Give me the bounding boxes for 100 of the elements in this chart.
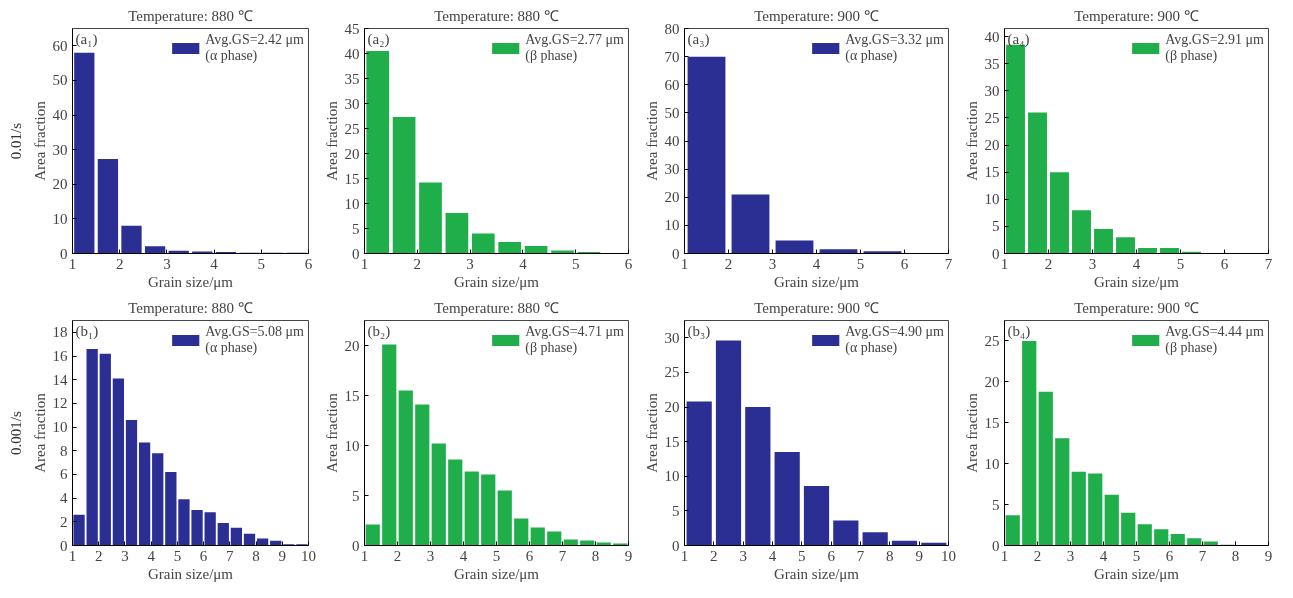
x-tick-label: 10 (301, 547, 316, 564)
y-tick-label: 18 (52, 324, 68, 341)
x-axis-title: Grain size/μm (453, 565, 540, 582)
x-tick-label: 2 (413, 255, 422, 272)
y-tick-label: 20 (344, 337, 360, 354)
y-tick-label: 45 (344, 20, 360, 37)
chart-title: Temperature: 880 ℃ (128, 299, 253, 316)
x-tick-label: 4 (768, 547, 777, 564)
x-tick-label: 6 (1165, 547, 1174, 564)
legend-label: Avg.GS=4.71 μm (β phase) (525, 324, 624, 356)
x-tick-label: 7 (1264, 255, 1273, 272)
chart-title: Temperature: 900 ℃ (1074, 7, 1199, 24)
y-tick-label: 0 (352, 537, 360, 554)
y-axis-title: Area fraction (963, 100, 980, 181)
y-tick-label: 30 (344, 95, 360, 112)
y-tick-label: 0 (352, 245, 360, 262)
y-tick-label: 25 (664, 364, 680, 381)
y-tick-label: 2 (60, 513, 68, 530)
x-tick-label: 6 (525, 547, 534, 564)
y-tick-label: 70 (664, 48, 680, 65)
y-tick-label: 25 (984, 332, 1000, 349)
x-tick-label: 6 (1220, 255, 1229, 272)
x-tick-label: 2 (393, 547, 402, 564)
y-tick-label: 6 (60, 466, 68, 483)
y-tick-label: 30 (664, 329, 680, 346)
y-tick-label: 0 (672, 537, 680, 554)
x-tick-label: 6 (199, 547, 208, 564)
y-axis-title: Area fraction (31, 392, 48, 473)
x-tick-label: 6 (827, 547, 836, 564)
x-tick-label: 5 (492, 547, 501, 564)
x-tick-label: 4 (210, 255, 219, 272)
legend-label: Avg.GS=3.32 μm (α phase) (845, 32, 944, 64)
y-tick-label: 40 (344, 45, 360, 62)
x-tick-label: 8 (1231, 547, 1240, 564)
x-tick-label: 2 (115, 255, 124, 272)
x-tick-label: 1 (68, 547, 77, 564)
y-tick-label: 10 (984, 455, 1000, 472)
y-tick-label: 0 (60, 537, 68, 554)
x-tick-label: 7 (1198, 547, 1207, 564)
y-tick-label: 15 (344, 170, 360, 187)
y-tick-label: 10 (52, 210, 68, 227)
chart-title: Temperature: 900 ℃ (754, 299, 879, 316)
x-tick-label: 7 (944, 255, 953, 272)
annotation: (a₁) (75, 30, 98, 48)
x-tick-label: 5 (571, 255, 580, 272)
x-tick-label: 2 (94, 547, 103, 564)
x-axis-title: Grain size/μm (773, 273, 860, 290)
y-tick-label: 40 (52, 107, 68, 124)
annotation: (a₃) (687, 30, 710, 48)
y-tick-label: 40 (664, 133, 680, 149)
x-tick-label: 1 (1000, 547, 1009, 564)
x-tick-label: 8 (591, 547, 600, 564)
chart-title: Temperature: 900 ℃ (754, 7, 879, 24)
annotation: (a₂) (367, 30, 390, 48)
chart-title: Temperature: 900 ℃ (1074, 299, 1199, 316)
y-tick-label: 5 (352, 220, 360, 237)
x-tick-label: 1 (680, 255, 689, 272)
y-tick-label: 20 (664, 189, 680, 206)
y-tick-label: 16 (52, 348, 68, 365)
x-axis-title: Grain size/μm (773, 565, 860, 582)
y-tick-label: 10 (344, 195, 360, 212)
chart-title: Temperature: 880 ℃ (128, 7, 253, 24)
y-axis-title: Area fraction (643, 100, 660, 181)
x-tick-label: 4 (519, 255, 528, 272)
y-tick-label: 5 (352, 487, 360, 504)
x-tick-label: 6 (304, 255, 313, 272)
x-tick-label: 5 (856, 255, 865, 272)
x-tick-label: 4 (1099, 547, 1108, 564)
legend-label: Avg.GS=2.42 μm (α phase) (205, 32, 304, 64)
y-tick-label: 15 (984, 414, 1000, 431)
legend-label: Avg.GS=2.77 μm (β phase) (525, 32, 624, 64)
y-tick-label: 14 (52, 371, 68, 388)
y-tick-label: 5 (992, 496, 1000, 513)
x-tick-label: 5 (173, 547, 182, 564)
x-tick-label: 7 (558, 547, 567, 564)
y-tick-label: 80 (664, 20, 680, 37)
x-tick-label: 4 (147, 547, 156, 564)
x-tick-label: 9 (278, 547, 287, 564)
legend-label: Avg.GS=4.90 μm (α phase) (845, 324, 944, 356)
x-axis-title: Grain size/μm (147, 565, 234, 582)
x-tick-label: 9 (624, 547, 633, 564)
y-tick-label: 10 (52, 419, 68, 436)
y-axis-title: Area fraction (963, 392, 980, 473)
y-tick-label: 50 (52, 72, 68, 89)
x-axis-title: Grain size/μm (453, 273, 540, 290)
x-tick-label: 5 (257, 255, 266, 272)
x-axis-title: Grain size/μm (147, 273, 234, 290)
x-tick-label: 5 (798, 547, 806, 564)
x-tick-label: 7 (226, 547, 235, 564)
y-tick-label: 5 (992, 218, 1000, 235)
y-tick-label: 20 (664, 399, 680, 416)
x-tick-label: 5 (1132, 547, 1141, 564)
x-tick-label: 2 (724, 255, 733, 272)
legend-label: Avg.GS=4.44 μm (β phase) (1165, 324, 1264, 356)
y-tick-label: 10 (664, 217, 680, 234)
x-tick-label: 2 (710, 547, 718, 564)
x-tick-label: 3 (121, 547, 129, 564)
y-tick-label: 0 (60, 245, 68, 262)
y-tick-label: 20 (984, 373, 1000, 390)
x-tick-label: 3 (426, 547, 435, 564)
